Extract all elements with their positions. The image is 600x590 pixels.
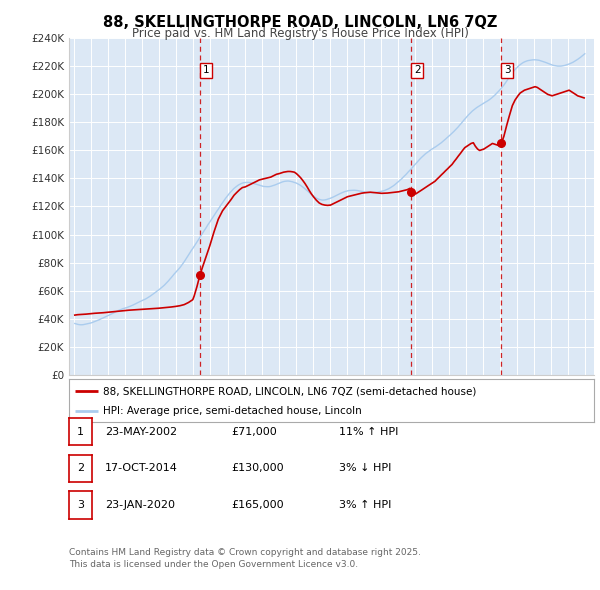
Text: 3: 3 (504, 65, 511, 76)
Text: £130,000: £130,000 (231, 464, 284, 473)
Text: 88, SKELLINGTHORPE ROAD, LINCOLN, LN6 7QZ (semi-detached house): 88, SKELLINGTHORPE ROAD, LINCOLN, LN6 7Q… (103, 386, 476, 396)
Text: This data is licensed under the Open Government Licence v3.0.: This data is licensed under the Open Gov… (69, 560, 358, 569)
Text: 23-MAY-2002: 23-MAY-2002 (105, 427, 177, 437)
Text: Contains HM Land Registry data © Crown copyright and database right 2025.: Contains HM Land Registry data © Crown c… (69, 548, 421, 557)
Text: 2: 2 (414, 65, 421, 76)
Text: £165,000: £165,000 (231, 500, 284, 510)
Text: Price paid vs. HM Land Registry's House Price Index (HPI): Price paid vs. HM Land Registry's House … (131, 27, 469, 40)
Text: 1: 1 (202, 65, 209, 76)
Text: 3% ↑ HPI: 3% ↑ HPI (339, 500, 391, 510)
Text: 3% ↓ HPI: 3% ↓ HPI (339, 464, 391, 473)
Text: 1: 1 (77, 427, 84, 437)
Text: £71,000: £71,000 (231, 427, 277, 437)
Text: 2: 2 (77, 464, 84, 473)
Text: 3: 3 (77, 500, 84, 510)
Text: 23-JAN-2020: 23-JAN-2020 (105, 500, 175, 510)
Text: 17-OCT-2014: 17-OCT-2014 (105, 464, 178, 473)
Text: 11% ↑ HPI: 11% ↑ HPI (339, 427, 398, 437)
Text: 88, SKELLINGTHORPE ROAD, LINCOLN, LN6 7QZ: 88, SKELLINGTHORPE ROAD, LINCOLN, LN6 7Q… (103, 15, 497, 30)
Text: HPI: Average price, semi-detached house, Lincoln: HPI: Average price, semi-detached house,… (103, 407, 362, 416)
